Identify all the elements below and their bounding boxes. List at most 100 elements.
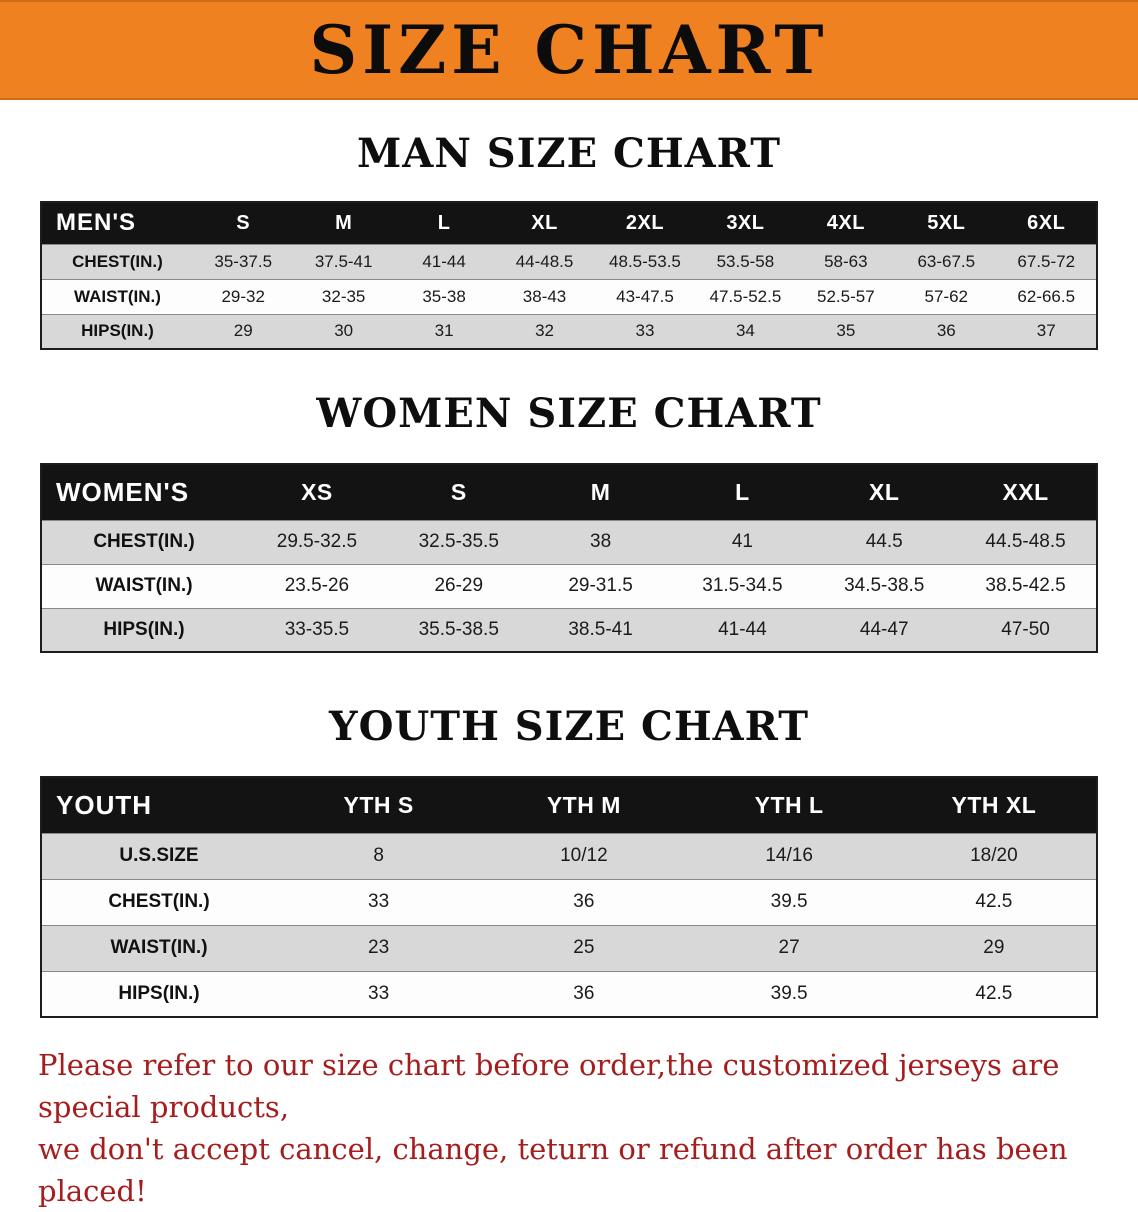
table-cell: 25 [481, 924, 687, 971]
footer-line-2: we don't accept cancel, change, teturn o… [38, 1132, 1068, 1209]
table-row: HIPS(IN.) 29 30 31 32 33 34 35 36 37 [41, 313, 1097, 349]
table-cell: 33-35.5 [246, 607, 388, 652]
column-header: S [193, 202, 294, 244]
row-label: CHEST(IN.) [41, 519, 246, 564]
youth-section: YOUTH SIZE CHART YOUTH YTH S YTH M YTH L YTH… [0, 703, 1138, 1018]
table-cell: 63-67.5 [896, 243, 997, 279]
table-cell: 47-50 [955, 607, 1097, 652]
column-header: S [387, 464, 530, 520]
women-section: WOMEN SIZE CHART WOMEN'S XS S M L XL XXL CHEST(… [0, 390, 1138, 653]
row-label: WAIST(IN.) [41, 924, 276, 971]
table-row: WAIST(IN.) 23 25 27 29 [41, 924, 1097, 971]
footer-note: Please refer to our size chart before or… [38, 1044, 1100, 1212]
table-cell: 41-44 [671, 607, 814, 652]
table-title-cell: MEN'S [41, 202, 193, 244]
table-cell: 39.5 [686, 970, 892, 1017]
table-header-row: MEN'S S M L XL 2XL 3XL 4XL 5XL 6XL [41, 202, 1097, 244]
row-label: CHEST(IN.) [41, 878, 276, 925]
table-cell: 26-29 [387, 563, 530, 608]
column-header: 3XL [695, 202, 796, 244]
table-row: U.S.SIZE 8 10/12 14/16 18/20 [41, 832, 1097, 879]
table-cell: 35-37.5 [193, 243, 294, 279]
table-cell: 34.5-38.5 [813, 563, 956, 608]
table-cell: 33 [594, 313, 696, 349]
table-cell: 14/16 [686, 832, 892, 879]
table-row: WAIST(IN.) 23.5-26 26-29 29-31.5 31.5-34.5 34… [41, 563, 1097, 608]
table-cell: 44.5 [813, 519, 956, 564]
table-cell: 27 [686, 924, 892, 971]
table-cell: 34 [695, 313, 796, 349]
table-cell: 36 [896, 313, 997, 349]
column-header: 4XL [795, 202, 897, 244]
table-row: CHEST(IN.) 33 36 39.5 42.5 [41, 878, 1097, 925]
table-cell: 53.5-58 [695, 243, 796, 279]
table-cell: 41-44 [393, 243, 495, 279]
table-cell: 23.5-26 [246, 563, 388, 608]
table-cell: 39.5 [686, 878, 892, 925]
column-header: XS [246, 464, 388, 520]
page-title: SIZE CHART [309, 11, 829, 89]
table-cell: 32 [494, 313, 595, 349]
table-cell: 31 [393, 313, 495, 349]
row-label: HIPS(IN.) [41, 607, 246, 652]
row-label: HIPS(IN.) [41, 970, 276, 1017]
column-header: 6XL [996, 202, 1097, 244]
table-header-row: YOUTH YTH S YTH M YTH L YTH XL [41, 777, 1097, 833]
column-header: YTH XL [891, 777, 1097, 833]
table-row: CHEST(IN.) 29.5-32.5 32.5-35.5 38 41 44.5 44.5… [41, 519, 1097, 564]
table-cell: 43-47.5 [594, 278, 696, 314]
table-row: HIPS(IN.) 33 36 39.5 42.5 [41, 970, 1097, 1017]
youth-heading: YOUTH SIZE CHART [329, 703, 809, 750]
table-cell: 35-38 [393, 278, 495, 314]
row-label: U.S.SIZE [41, 832, 276, 879]
table-cell: 10/12 [481, 832, 687, 879]
row-label: HIPS(IN.) [41, 313, 193, 349]
table-cell: 29-32 [193, 278, 294, 314]
table-cell: 44.5-48.5 [955, 519, 1097, 564]
column-header: L [671, 464, 814, 520]
men-section: MAN SIZE CHART MEN'S S M L XL 2XL 3XL 4XL 5XL 6XL… [0, 130, 1138, 350]
table-row: CHEST(IN.) 35-37.5 37.5-41 41-44 44-48.5 48.5… [41, 243, 1097, 279]
table-cell: 44-48.5 [494, 243, 595, 279]
column-header: 2XL [594, 202, 696, 244]
row-label: WAIST(IN.) [41, 278, 193, 314]
table-row: HIPS(IN.) 33-35.5 35.5-38.5 38.5-41 41-44 44-… [41, 607, 1097, 652]
table-header-row: WOMEN'S XS S M L XL XXL [41, 464, 1097, 520]
column-header: XL [813, 464, 956, 520]
table-cell: 37 [996, 313, 1097, 349]
table-row: WAIST(IN.) 29-32 32-35 35-38 38-43 43-47.5 47.… [41, 278, 1097, 314]
table-cell: 18/20 [891, 832, 1097, 879]
column-header: XL [494, 202, 595, 244]
table-cell: 38 [529, 519, 672, 564]
table-title-cell: WOMEN'S [41, 464, 246, 520]
column-header: YTH L [686, 777, 892, 833]
table-cell: 8 [276, 832, 482, 879]
table-cell: 48.5-53.5 [594, 243, 696, 279]
footer-line-1: Please refer to our size chart before or… [38, 1048, 1060, 1125]
column-header: M [529, 464, 672, 520]
column-header: M [293, 202, 394, 244]
table-cell: 29 [193, 313, 294, 349]
table-cell: 58-63 [795, 243, 897, 279]
table-cell: 42.5 [891, 970, 1097, 1017]
women-size-table: WOMEN'S XS S M L XL XXL CHEST(IN.) 29.5-32.5 32.5… [40, 463, 1098, 653]
table-cell: 42.5 [891, 878, 1097, 925]
table-cell: 36 [481, 970, 687, 1017]
table-cell: 62-66.5 [996, 278, 1097, 314]
table-title-cell: YOUTH [41, 777, 276, 833]
table-cell: 67.5-72 [996, 243, 1097, 279]
table-cell: 52.5-57 [795, 278, 897, 314]
table-cell: 38.5-41 [529, 607, 672, 652]
table-cell: 41 [671, 519, 814, 564]
table-cell: 35 [795, 313, 897, 349]
youth-size-table: YOUTH YTH S YTH M YTH L YTH XL U.S.SIZE 8 10/12… [40, 776, 1098, 1018]
table-cell: 29 [891, 924, 1097, 971]
men-heading: MAN SIZE CHART [357, 130, 781, 177]
column-header: XXL [955, 464, 1097, 520]
table-cell: 29.5-32.5 [246, 519, 388, 564]
table-cell: 23 [276, 924, 482, 971]
table-cell: 30 [293, 313, 394, 349]
table-cell: 37.5-41 [293, 243, 394, 279]
banner: SIZE CHART [0, 0, 1138, 100]
column-header: YTH S [276, 777, 482, 833]
